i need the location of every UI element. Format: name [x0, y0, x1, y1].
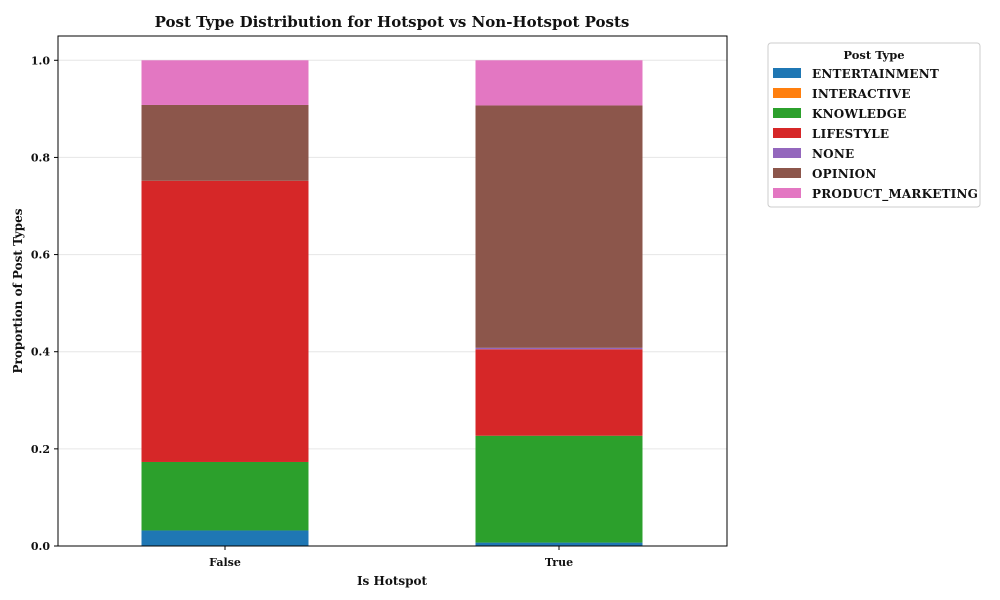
y-axis-ticks: 0.0 0.2 0.4 0.6 0.8 1.0 — [31, 54, 58, 553]
bar-segment-knowledge — [475, 435, 643, 543]
legend-swatch — [773, 68, 801, 78]
legend-swatch — [773, 188, 801, 198]
legend-label: INTERACTIVE — [812, 87, 911, 101]
bar-segment-opinion — [141, 104, 309, 181]
legend-swatch — [773, 148, 801, 158]
legend-item-none: NONE — [773, 147, 854, 161]
legend-label: LIFESTYLE — [812, 127, 889, 141]
y-tick-label: 0.2 — [31, 443, 50, 456]
bar-segment-opinion — [475, 105, 643, 348]
y-tick-label: 0.6 — [31, 249, 50, 262]
legend-label: KNOWLEDGE — [812, 107, 907, 121]
bar-stack-true — [475, 60, 643, 546]
bar-segment-lifestyle — [475, 349, 643, 436]
x-axis-ticks: False True — [209, 546, 573, 569]
x-axis-label: Is Hotspot — [357, 574, 428, 588]
legend-label: NONE — [812, 147, 854, 161]
y-tick-label: 0.8 — [31, 151, 50, 164]
bar-stack-false — [141, 60, 309, 546]
legend-item-opinion: OPINION — [773, 167, 877, 181]
bar-segment-entertainment — [141, 530, 309, 546]
bar-segment-knowledge — [141, 461, 309, 531]
x-tick-label: True — [545, 556, 573, 569]
legend-title: Post Type — [843, 48, 904, 62]
bar-segment-none — [475, 347, 643, 350]
legend-item-knowledge: KNOWLEDGE — [773, 107, 907, 121]
y-tick-label: 0.4 — [31, 346, 50, 359]
legend-item-product-marketing: PRODUCT_MARKETING — [773, 187, 978, 202]
legend-label: OPINION — [812, 167, 877, 181]
y-tick-label: 0.0 — [31, 540, 50, 553]
y-tick-label: 1.0 — [31, 54, 50, 67]
legend-label: ENTERTAINMENT — [812, 67, 939, 81]
legend-label: PRODUCT_MARKETING — [812, 187, 978, 202]
legend-item-entertainment: ENTERTAINMENT — [773, 67, 939, 81]
bar-segment-product-marketing — [475, 60, 643, 106]
bar-segment-product-marketing — [141, 60, 309, 105]
plot-frame — [57, 35, 728, 547]
legend-item-lifestyle: LIFESTYLE — [773, 127, 889, 141]
chart-title: Post Type Distribution for Hotspot vs No… — [155, 13, 630, 31]
x-tick-label: False — [209, 556, 241, 569]
bar-segment-entertainment — [475, 542, 643, 546]
bar-segment-lifestyle — [141, 180, 309, 462]
legend: Post Type ENTERTAINMENT INTERACTIVE KNOWLE… — [767, 42, 981, 208]
legend-item-interactive: INTERACTIVE — [773, 87, 911, 101]
legend-swatch — [773, 168, 801, 178]
legend-frame — [767, 42, 981, 208]
legend-swatch — [773, 128, 801, 138]
bars — [141, 60, 643, 546]
legend-swatch — [773, 108, 801, 118]
y-axis-label: Proportion of Post Types — [11, 208, 25, 373]
legend-swatch — [773, 88, 801, 98]
